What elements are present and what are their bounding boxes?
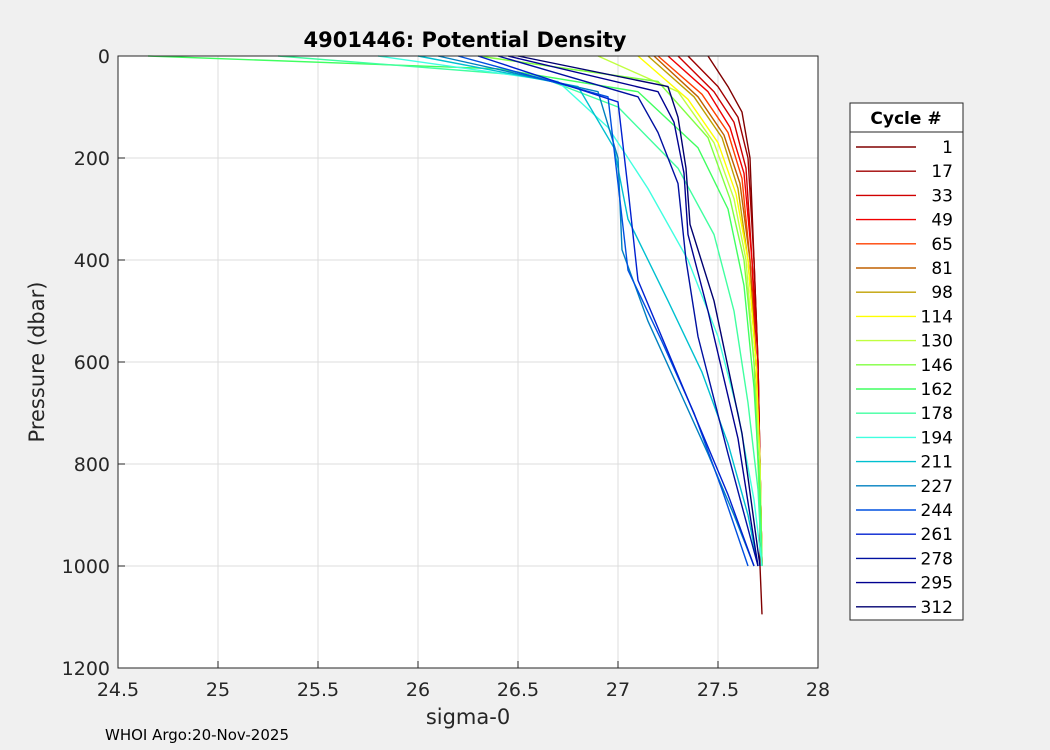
series-line-cycle-278 [497,55,759,567]
y-tick-label: 400 [74,250,110,272]
legend-label-cycle-162: 162 [921,380,953,400]
series-line-cycle-130 [597,55,763,567]
y-tick-label: 200 [74,148,110,170]
legend-label-cycle-1: 1 [942,138,953,158]
legend-label-cycle-33: 33 [931,186,953,206]
x-tick-label: 24.5 [97,679,139,701]
legend-items: 1 17 33 49 65 81 98 114 130 146 162 178 194 211 227 244… [856,138,953,618]
x-tick-label: 26.5 [497,679,539,701]
legend-label-cycle-194: 194 [921,428,953,448]
legend-label-cycle-130: 130 [921,332,953,352]
x-tick-label: 27.5 [697,679,739,701]
chart-title: 4901446: Potential Density [303,28,626,52]
x-axis-label: sigma-0 [426,705,510,729]
x-tick-label: 27 [606,679,630,701]
y-axis-label: Pressure (dbar) [25,282,49,443]
legend-label-cycle-178: 178 [921,404,953,424]
x-tick-label: 25 [206,679,230,701]
y-tick-label: 1200 [62,658,110,680]
legend-label-cycle-227: 227 [921,477,953,497]
legend-label-cycle-244: 244 [921,501,953,521]
legend-label-cycle-146: 146 [921,356,953,376]
legend-label-cycle-211: 211 [921,453,953,473]
series-line-cycle-162 [147,55,763,567]
x-tick-label: 26 [406,679,430,701]
legend-label-cycle-261: 261 [921,525,953,545]
series-line-cycle-244 [457,55,749,567]
series-line-cycle-178 [277,55,763,567]
series-line-cycle-295 [507,55,759,567]
legend-label-cycle-114: 114 [921,307,953,327]
series-line-cycle-227 [437,55,755,567]
legend-label-cycle-65: 65 [931,235,953,255]
legend-label-cycle-312: 312 [921,598,953,618]
y-tick-label: 600 [74,352,110,374]
x-tick-label: 25.5 [297,679,339,701]
y-tick-label: 1000 [62,556,110,578]
legend-label-cycle-295: 295 [921,574,953,594]
legend: Cycle # 1 17 33 49 65 81 98 114 130 146 162 178 194 2… [849,102,964,621]
y-axis-ticks: 0 200 400 600 800 1000 1200 [62,46,125,680]
footer-credit: WHOI Argo:20-Nov-2025 [105,726,289,744]
series-line-cycle-194 [377,55,763,567]
x-axis-ticks: 24.5 25 25.5 26 26.5 27 27.5 28 [97,661,830,701]
legend-label-cycle-98: 98 [931,283,953,303]
legend-label-cycle-81: 81 [931,259,953,279]
plot-area: 24.5 25 25.5 26 26.5 27 27.5 28 0 200 400 600 800 10… [62,46,830,701]
legend-label-cycle-17: 17 [931,162,953,182]
y-tick-label: 800 [74,454,110,476]
x-tick-label: 28 [806,679,830,701]
series-line-cycle-211 [417,55,759,567]
series-line-cycle-312 [517,55,761,567]
series-line-cycle-261 [477,55,755,567]
legend-title: Cycle # [870,109,941,129]
series-lines [147,55,763,615]
y-tick-label: 0 [98,46,110,68]
legend-label-cycle-49: 49 [931,211,953,231]
legend-label-cycle-278: 278 [921,549,953,569]
